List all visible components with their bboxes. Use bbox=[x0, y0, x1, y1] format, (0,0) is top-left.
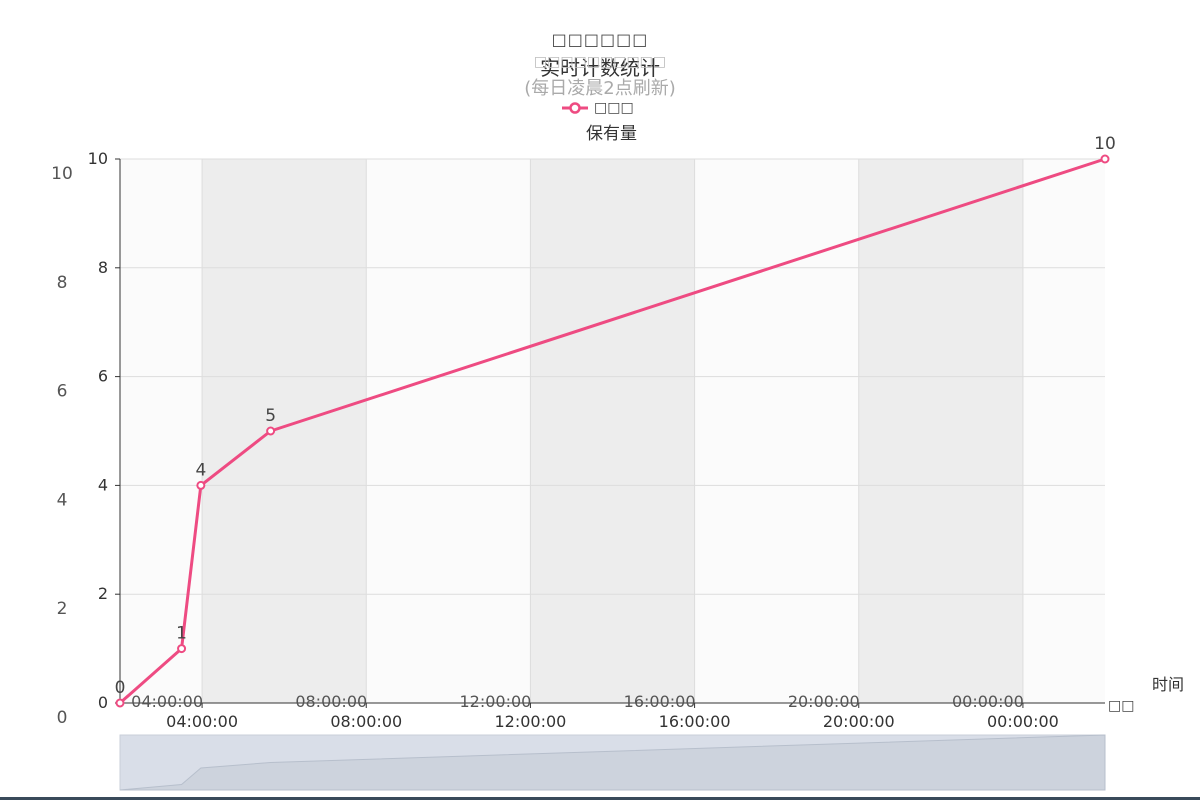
y-tick-label-shadow: 4 bbox=[57, 490, 68, 510]
x-tick-label: 16:00:00 bbox=[659, 712, 731, 731]
split-area-band bbox=[202, 159, 367, 703]
data-point bbox=[196, 480, 206, 490]
x-axis-name-ghost: □□ bbox=[1108, 698, 1134, 714]
chart-title-ghost: □□□□□□ bbox=[551, 30, 649, 49]
y-tick-label: 4 bbox=[98, 475, 108, 494]
split-area-band bbox=[530, 159, 695, 703]
x-tick-label-ghost: 12:00:00 bbox=[459, 692, 531, 711]
y-tick-label-shadow: 8 bbox=[57, 273, 68, 293]
x-tick-label: 08:00:00 bbox=[330, 712, 402, 731]
legend-marker-icon bbox=[562, 102, 588, 114]
x-axis-name: 时间 bbox=[1152, 675, 1184, 694]
split-area-band bbox=[858, 159, 1023, 703]
zoom-slider-shadow[interactable] bbox=[119, 734, 1106, 791]
chart-title: 实时计数统计 bbox=[540, 56, 660, 80]
split-area-band bbox=[694, 159, 859, 703]
y-tick-label: 0 bbox=[98, 693, 108, 712]
x-tick-label: 12:00:00 bbox=[494, 712, 566, 731]
split-area-band bbox=[366, 159, 531, 703]
x-tick-label-ghost: 00:00:00 bbox=[952, 692, 1024, 711]
x-tick-label-ghost: 16:00:00 bbox=[624, 692, 696, 711]
x-tick-label: 04:00:00 bbox=[166, 712, 238, 731]
data-point bbox=[1100, 154, 1110, 164]
data-point bbox=[266, 426, 276, 436]
data-label: 5 bbox=[265, 406, 276, 426]
bottom-bar bbox=[0, 797, 1200, 800]
data-label: 1 bbox=[176, 624, 187, 644]
y-tick-label-shadow: 10 bbox=[51, 164, 73, 184]
legend-label[interactable]: 保有量 bbox=[586, 124, 637, 144]
y-tick-label-shadow: 6 bbox=[57, 382, 68, 402]
data-label: 0 bbox=[115, 678, 126, 698]
x-tick-label-ghost: 20:00:00 bbox=[788, 692, 860, 711]
x-tick-label: 20:00:00 bbox=[823, 712, 895, 731]
data-point bbox=[177, 644, 187, 654]
x-tick-label: 00:00:00 bbox=[987, 712, 1059, 731]
x-tick-label-ghost: 04:00:00 bbox=[131, 692, 203, 711]
y-tick-label: 10 bbox=[88, 149, 108, 168]
y-tick-label-shadow: 2 bbox=[57, 599, 68, 619]
chart-subtitle: (每日凌晨2点刷新) bbox=[524, 78, 676, 99]
split-area-band bbox=[1022, 159, 1105, 703]
y-tick-label: 2 bbox=[98, 584, 108, 603]
x-tick-label-ghost: 08:00:00 bbox=[295, 692, 367, 711]
data-label: 10 bbox=[1094, 134, 1116, 154]
y-tick-label-shadow: 0 bbox=[57, 708, 68, 728]
chart-subtitle-ghost: □□□□□□□□□□ bbox=[533, 54, 667, 70]
data-label: 4 bbox=[195, 460, 206, 480]
y-tick-label: 8 bbox=[98, 258, 108, 277]
y-tick-label: 6 bbox=[98, 367, 108, 386]
legend-label-ghost: □□□ bbox=[594, 100, 634, 116]
split-area-band bbox=[120, 159, 203, 703]
data-point bbox=[115, 698, 125, 708]
legend-item[interactable]: □□□ bbox=[560, 98, 634, 118]
